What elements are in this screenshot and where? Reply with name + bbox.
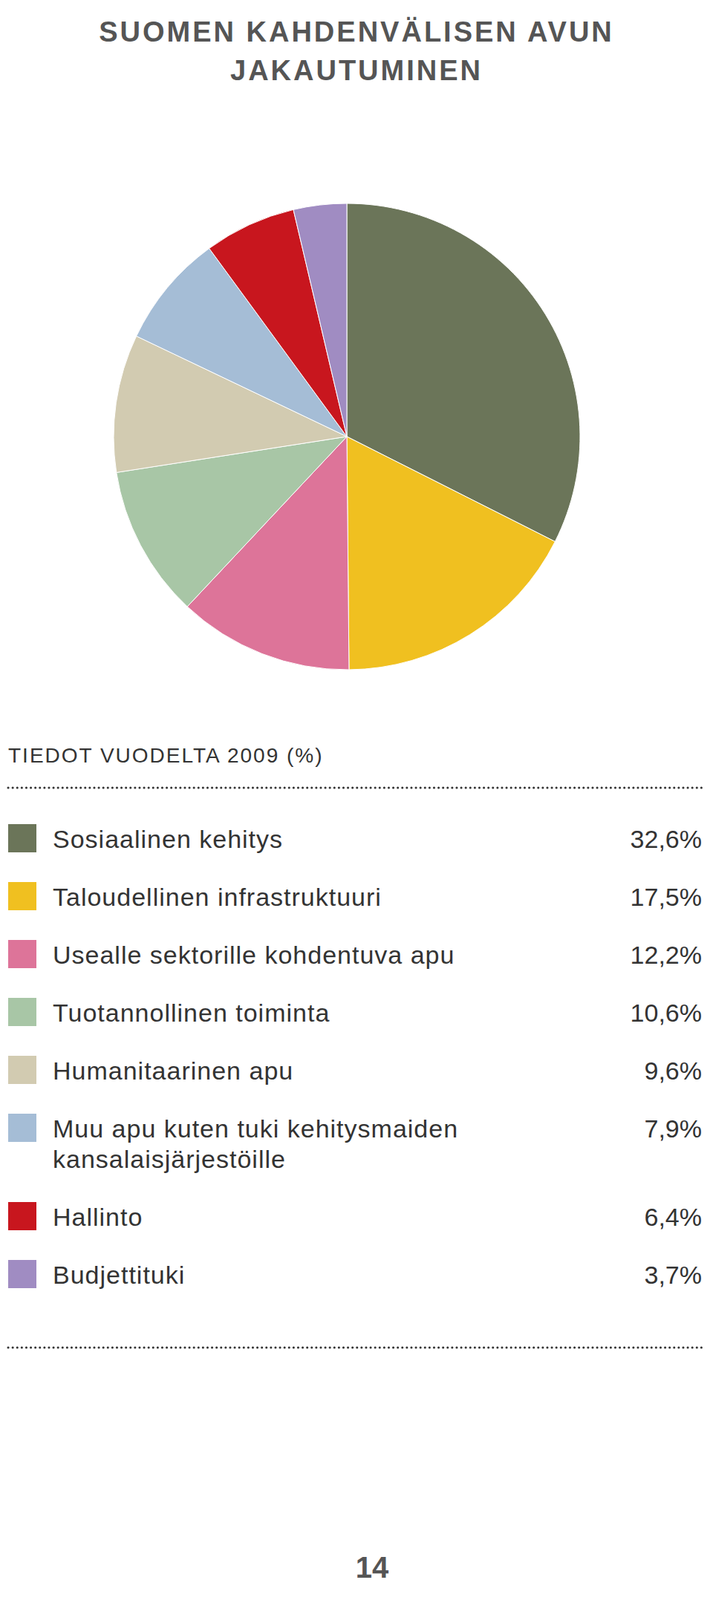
text-line: Usealle sektorille kohdentuva apu (52, 941, 455, 970)
legend-item: Budjettituki 3,7% (8, 1260, 702, 1290)
text-line: Tuotannollinen toiminta (52, 998, 330, 1028)
legend-swatch (8, 1114, 37, 1143)
legend-label: Tuotannollinen toiminta (52, 998, 330, 1028)
legend-swatch (8, 824, 37, 853)
text-line: Budjettituki (52, 1261, 185, 1290)
legend-value: 32,6% (630, 825, 702, 854)
legend: Sosiaalinen kehitys 32,6% Taloudellinen in… (8, 824, 702, 1290)
legend-item: Hallinto 6,4% (8, 1202, 702, 1232)
legend-item: Usealle sektorille kohdentuva apu 12,2% (8, 940, 702, 970)
legend-label: Usealle sektorille kohdentuva apu (52, 941, 455, 970)
legend-value: 9,6% (644, 1056, 703, 1086)
legend-item: Sosiaalinen kehitys 32,6% (8, 824, 702, 854)
legend-value: 3,7% (644, 1261, 703, 1290)
page-number: 14 (355, 1551, 390, 1585)
text-line: Hallinto (52, 1203, 143, 1232)
legend-value: 17,5% (630, 883, 702, 912)
legend-value: 12,2% (630, 941, 702, 970)
legend-label: Humanitaarinen apu (52, 1056, 294, 1086)
text-line: kansalaisjärjestöille (52, 1145, 286, 1174)
pie-slice (346, 436, 555, 670)
legend-swatch (8, 1202, 37, 1231)
legend-item: Tuotannollinen toiminta 10,6% (8, 998, 702, 1028)
divider (8, 1347, 704, 1350)
legend-item: Muu apu kuten tuki kehitysmaidenkansalai… (8, 1114, 702, 1174)
legend-label: Sosiaalinen kehitys (52, 825, 283, 854)
legend-label: Budjettituki (52, 1261, 185, 1290)
text-line: Sosiaalinen kehitys (52, 825, 283, 854)
text-line: Taloudellinen infrastruktuuri (52, 883, 382, 912)
title: SUOMEN KAHDENVÄLISEN AVUN JAKAUTUMINEN (98, 16, 615, 87)
text-line: Muu apu kuten tuki kehitysmaiden (52, 1114, 459, 1144)
subtitle: TIEDOT VUODELTA 2009 (%) (8, 744, 324, 768)
chart: SUOMEN KAHDENVÄLISEN AVUN JAKAUTUMINEN TIE… (0, 0, 713, 1600)
legend-item: Humanitaarinen apu 9,6% (8, 1056, 702, 1086)
legend-value: 7,9% (644, 1114, 703, 1144)
legend-swatch (8, 1260, 37, 1289)
pie-slice (293, 203, 347, 437)
legend-label: Hallinto (52, 1203, 143, 1232)
text-line: JAKAUTUMINEN (230, 54, 483, 87)
legend-label: Muu apu kuten tuki kehitysmaidenkansalai… (52, 1114, 459, 1174)
text-line: SUOMEN KAHDENVÄLISEN AVUN (98, 16, 615, 48)
legend-value: 6,4% (644, 1203, 703, 1232)
legend-label: Taloudellinen infrastruktuuri (52, 883, 382, 912)
divider (8, 787, 704, 790)
legend-swatch (8, 882, 37, 911)
legend-swatch (8, 998, 37, 1027)
legend-item: Taloudellinen infrastruktuuri 17,5% (8, 882, 702, 912)
legend-swatch (8, 1056, 37, 1085)
text-line: Humanitaarinen apu (52, 1056, 294, 1086)
pie (113, 203, 581, 670)
legend-swatch (8, 940, 37, 969)
legend-value: 10,6% (630, 998, 702, 1028)
